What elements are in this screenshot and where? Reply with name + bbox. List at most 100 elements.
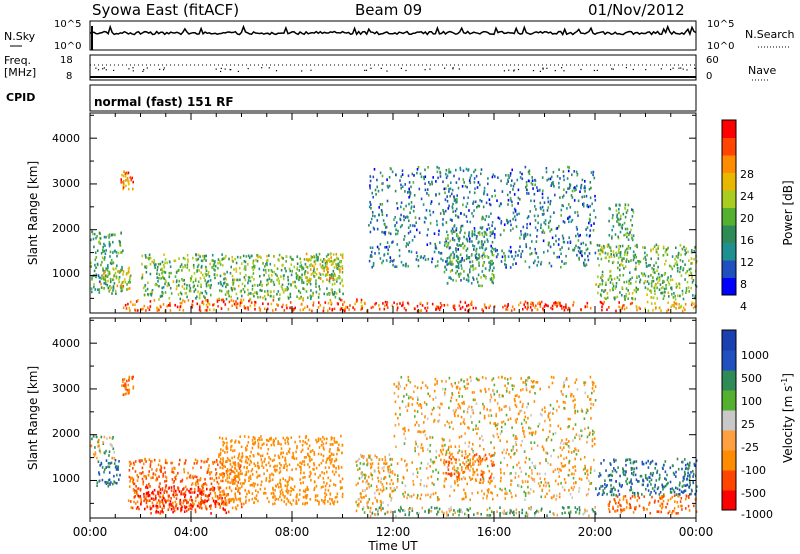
velocity-cell <box>445 511 448 514</box>
power-cell <box>415 251 418 254</box>
power-cell <box>621 257 623 260</box>
power-cell <box>551 304 554 308</box>
velocity-cell <box>225 460 227 464</box>
power-cell <box>333 258 336 262</box>
velocity-cell <box>107 462 110 465</box>
power-cb-tick-8: 8 <box>740 278 747 291</box>
power-cell <box>315 282 317 285</box>
velocity-cell <box>171 478 174 481</box>
velocity-cell <box>486 489 489 492</box>
velocity-cell <box>158 475 160 478</box>
velocity-cell <box>222 440 224 444</box>
power-cell <box>439 306 442 309</box>
velocity-cell <box>164 471 166 474</box>
power-cell <box>624 249 627 252</box>
power-cell <box>424 175 427 179</box>
power-cell <box>157 263 160 266</box>
power-cell <box>378 251 380 255</box>
power-cell <box>442 223 444 227</box>
power-cell <box>445 242 448 245</box>
power-cell <box>210 283 212 287</box>
velocity-cell <box>234 476 236 480</box>
power-cell <box>116 270 119 273</box>
power-cell <box>224 303 227 306</box>
power-cell <box>510 184 512 187</box>
velocity-cell <box>463 400 465 404</box>
power-cell <box>556 304 558 308</box>
velocity-cell <box>97 460 100 463</box>
velocity-cell <box>384 462 387 466</box>
velocity-cell <box>165 479 168 483</box>
power-cell <box>286 286 289 289</box>
power-cell <box>620 225 623 229</box>
velocity-cell <box>94 435 96 438</box>
power-cell <box>112 233 115 236</box>
power-cell <box>693 257 695 261</box>
power-cell <box>198 269 200 272</box>
power-cell <box>608 255 611 259</box>
power-cell <box>549 177 552 181</box>
velocity-cell <box>478 481 481 484</box>
power-cell <box>561 307 563 310</box>
power-cell <box>396 302 398 306</box>
velocity-cell <box>209 505 211 508</box>
power-cell <box>107 266 109 269</box>
velocity-cell <box>200 499 203 502</box>
velocity-cell <box>165 484 168 487</box>
power-cell <box>186 295 188 299</box>
nave-dot <box>672 67 674 69</box>
power-cell <box>578 258 580 261</box>
velocity-cell <box>195 496 197 500</box>
power-cell <box>435 193 437 196</box>
velocity-cell <box>190 487 193 491</box>
power-cell <box>623 295 626 298</box>
velocity-cell <box>309 498 312 501</box>
power-cell <box>540 226 542 229</box>
power-cell <box>105 274 107 277</box>
velocity-cell <box>577 449 580 452</box>
nave-dot <box>230 69 232 71</box>
power-cell <box>455 228 458 232</box>
velocity-cell <box>305 434 308 438</box>
power-cell <box>624 215 627 219</box>
velocity-cell <box>215 472 218 475</box>
power-colorbar-segment <box>722 120 736 138</box>
velocity-cell <box>226 502 228 506</box>
velocity-cell <box>192 476 195 480</box>
velocity-cell <box>280 447 283 450</box>
power-cell <box>549 229 551 233</box>
velocity-cell <box>162 475 164 478</box>
power-cell <box>408 181 411 184</box>
power-cell <box>253 266 256 270</box>
power-cell <box>245 265 247 268</box>
velocity-cell <box>94 452 97 456</box>
power-cell <box>107 234 110 237</box>
power-cell <box>240 298 242 302</box>
velocity-cell <box>235 479 237 483</box>
power-cell <box>577 239 580 242</box>
velocity-cell <box>444 424 446 427</box>
power-cell <box>221 284 224 288</box>
velocity-cell <box>203 489 205 493</box>
power-cell <box>474 168 477 172</box>
power-cell <box>197 253 200 257</box>
power-cell <box>558 255 560 259</box>
power-cell <box>525 243 527 246</box>
power-cell <box>276 274 278 278</box>
velocity-cell <box>225 501 228 504</box>
velocity-cell <box>371 474 373 477</box>
power-cell <box>536 264 538 267</box>
velocity-cell <box>329 479 332 482</box>
power-cell <box>333 307 336 311</box>
velocity-cell <box>214 502 217 506</box>
power-cell <box>182 279 184 282</box>
velocity-cell <box>583 455 586 459</box>
velocity-cell <box>259 487 262 491</box>
power-cell <box>562 174 565 178</box>
nave-dot <box>386 70 388 72</box>
velocity-cell <box>228 473 231 476</box>
power-cell <box>661 291 663 295</box>
velocity-cell <box>274 502 276 505</box>
power-cell <box>102 267 104 270</box>
power-cell <box>623 307 626 311</box>
